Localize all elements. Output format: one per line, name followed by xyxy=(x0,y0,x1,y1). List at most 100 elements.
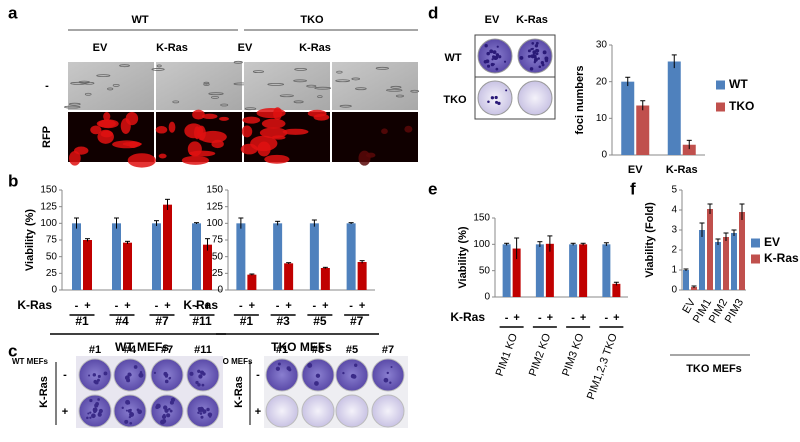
panel-label: c xyxy=(8,341,17,360)
colony xyxy=(94,380,99,385)
colony xyxy=(86,416,89,420)
clone-label: #5 xyxy=(346,344,358,356)
colony xyxy=(166,413,171,418)
legend-label: WT xyxy=(729,77,748,91)
colony xyxy=(199,370,205,375)
micrographs xyxy=(64,60,420,168)
colony xyxy=(530,54,533,57)
bar xyxy=(346,223,356,290)
colony xyxy=(495,100,499,104)
colony xyxy=(199,412,203,415)
bar xyxy=(691,287,697,290)
x-tick-label: #1 xyxy=(75,314,89,328)
colony xyxy=(491,58,494,61)
x-tick-label: PIM1,2,3 TKO xyxy=(585,332,620,402)
colony xyxy=(89,398,93,403)
bar-label: + xyxy=(124,300,130,312)
colony xyxy=(169,409,173,413)
y-tick-label: 3 xyxy=(671,225,677,236)
y-tick-label: 100 xyxy=(473,239,490,250)
bar xyxy=(83,240,92,290)
colony xyxy=(164,408,169,413)
legend-label: TKO xyxy=(729,99,754,113)
x-tick-label: PIM2 KO xyxy=(527,332,554,378)
y-tick-label: 0 xyxy=(671,285,677,296)
x-tick-label: PIM3 KO xyxy=(560,332,587,378)
y-tick-label: 30 xyxy=(596,40,608,51)
colony xyxy=(505,89,508,92)
colony xyxy=(487,100,490,104)
bar-label: + xyxy=(547,312,553,324)
cell xyxy=(293,79,308,83)
bar-label: + xyxy=(84,300,90,312)
bar xyxy=(512,248,521,297)
fluorescent-cell xyxy=(168,121,176,133)
colony xyxy=(138,372,144,378)
bar xyxy=(602,244,611,297)
fluorescent-cell xyxy=(100,130,113,138)
colony xyxy=(542,50,547,55)
colony xyxy=(537,57,540,60)
fluorescent-cell xyxy=(127,153,156,168)
bar xyxy=(612,283,621,297)
colony xyxy=(529,67,534,71)
fluorescent-cell xyxy=(201,113,218,119)
fluorescent-cell xyxy=(404,125,413,133)
colony xyxy=(128,416,132,419)
y-tick-label: 5 xyxy=(671,185,677,196)
fluorescent-cell xyxy=(264,154,290,164)
cell xyxy=(112,83,120,87)
bar-label: - xyxy=(75,300,79,312)
colony xyxy=(164,374,168,378)
cell xyxy=(390,85,402,89)
bar-label: + xyxy=(204,300,210,312)
brightfield-image xyxy=(332,62,418,110)
colony xyxy=(497,101,501,106)
bar xyxy=(545,243,554,297)
fluorescent-cell xyxy=(381,128,388,135)
bar xyxy=(621,81,635,155)
cell xyxy=(107,87,114,91)
bar-label: - xyxy=(349,300,353,312)
y-tick-label: 50 xyxy=(46,251,58,262)
column-header: K-Ras xyxy=(516,14,548,26)
colony xyxy=(307,362,313,368)
y-tick-label: 125 xyxy=(206,201,223,212)
x-tick-label: PIM1 KO xyxy=(494,332,521,378)
bar xyxy=(320,268,330,290)
colony xyxy=(386,371,389,375)
y-tick-label: 100 xyxy=(40,218,57,229)
legend-swatch xyxy=(716,80,725,90)
colony xyxy=(124,375,130,381)
colony xyxy=(125,399,130,405)
colony xyxy=(389,381,392,384)
colony xyxy=(98,408,103,414)
colony xyxy=(492,50,497,55)
colony xyxy=(168,377,171,380)
colony xyxy=(127,409,132,413)
y-tick-label: 150 xyxy=(40,185,57,196)
brightfield-image xyxy=(68,62,154,110)
fluorescent-cell xyxy=(187,141,202,157)
row-header: RFP xyxy=(41,126,53,148)
cell xyxy=(267,83,285,86)
row-title: K-Ras xyxy=(233,376,245,408)
clone-label: #11 xyxy=(194,344,212,356)
cell xyxy=(293,100,304,104)
fluorescent-cell xyxy=(90,125,102,135)
bar-label: - xyxy=(571,312,575,324)
y-tick-label: 0 xyxy=(601,150,607,161)
bar xyxy=(236,223,246,290)
colony xyxy=(540,61,545,65)
cell xyxy=(156,64,162,68)
fluorescent-cell xyxy=(242,116,261,124)
colony xyxy=(527,49,531,53)
colony xyxy=(133,365,138,369)
colony xyxy=(531,42,535,45)
bar-label: + xyxy=(359,300,365,312)
column-header: K-Ras xyxy=(299,42,331,54)
cell xyxy=(314,86,332,90)
y-axis-label: Viability (%) xyxy=(24,209,36,271)
colony xyxy=(535,52,539,56)
clone-label: #7 xyxy=(382,344,394,356)
